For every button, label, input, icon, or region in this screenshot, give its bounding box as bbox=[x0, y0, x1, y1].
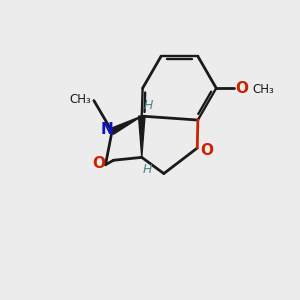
Text: O: O bbox=[236, 81, 248, 96]
Text: H: H bbox=[143, 163, 152, 176]
Text: CH₃: CH₃ bbox=[69, 94, 91, 106]
Text: H: H bbox=[143, 99, 153, 112]
Text: O: O bbox=[92, 156, 106, 171]
Text: CH₃: CH₃ bbox=[252, 83, 274, 96]
Polygon shape bbox=[139, 116, 145, 158]
Text: N: N bbox=[100, 122, 113, 136]
Polygon shape bbox=[110, 116, 142, 134]
Text: O: O bbox=[200, 143, 213, 158]
